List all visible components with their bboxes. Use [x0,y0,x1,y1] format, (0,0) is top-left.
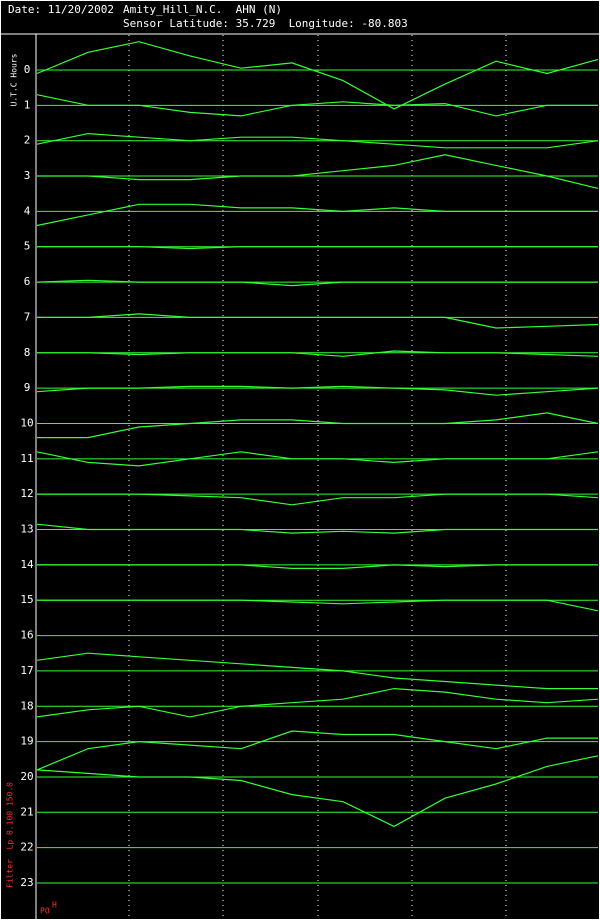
trace [36,94,598,117]
y-tick-label: 12 [20,487,33,500]
trace [36,41,599,110]
y-tick-label: 20 [20,770,33,783]
trace [37,412,599,439]
y-tick-label: 9 [24,381,31,394]
y-tick-label: 21 [20,805,33,818]
y-tick-label: 7 [24,310,31,323]
y-tick-label: 16 [20,629,33,642]
y-tick-label: 6 [24,275,31,288]
trace [36,523,598,534]
trace [37,493,599,506]
y-tick-label: 11 [20,452,33,465]
y-tick-label: 13 [20,523,33,536]
trace [36,132,599,149]
corner-sup: H [52,901,57,910]
y-tick-label: 3 [24,169,31,182]
filter-label: Filter Lp 0.100 150.0 [6,782,15,888]
y-tick-label: 17 [20,664,33,677]
trace [36,451,599,467]
y-tick-label: 8 [24,346,31,359]
y-axis-label: U.T.C Hours [10,53,19,106]
y-tick-label: 19 [20,735,33,748]
trace [36,755,599,828]
time-dividers [128,35,507,918]
trace [37,350,599,357]
trace [37,154,599,189]
y-tick-label: 23 [20,876,33,889]
header-station: Amity_Hill_N.C. AHN (N) [123,3,282,16]
trace [36,652,598,690]
trace [36,279,598,287]
header-date: Date: 11/20/2002 [8,3,114,16]
corner-label: PO [40,907,50,916]
trace [37,313,599,329]
trace [37,599,599,612]
y-tick-label: 5 [24,240,31,253]
trace [37,246,598,250]
header-location: Sensor Latitude: 35.729 Longitude: -80.8… [123,17,408,30]
y-tick-label: 0 [24,63,31,76]
trace [36,687,599,718]
y-tick-label: 10 [20,416,33,429]
trace [36,385,599,396]
trace [37,564,598,569]
y-tick-label: 14 [20,558,34,571]
trace [36,203,598,227]
y-tick-label: 15 [20,593,33,606]
y-tick-label: 1 [24,98,31,111]
y-tick-label: 18 [20,699,33,712]
y-tick-label: 4 [24,204,31,217]
y-tick-label: 22 [20,841,33,854]
trace [36,730,598,771]
y-tick-label: 2 [24,134,31,147]
